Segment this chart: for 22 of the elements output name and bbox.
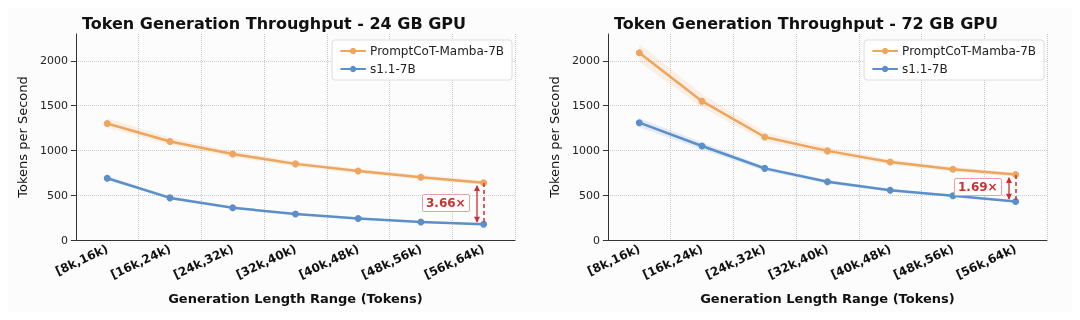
y-tick-label: 0 <box>592 233 600 247</box>
annotation: 1.69× <box>953 178 1002 197</box>
y-tick-label: 500 <box>578 188 600 202</box>
y-tick-label: 2000 <box>39 54 68 68</box>
y-tick-label: 1000 <box>571 143 600 157</box>
chart-title: Token Generation Throughput - 24 GB GPU <box>81 13 467 33</box>
annotation: 3.66× <box>421 193 470 212</box>
legend-label: PromptCoT-Mamba-7B <box>902 44 1037 58</box>
y-tick-label: 1000 <box>39 143 68 157</box>
legend-label: s1.1-7B <box>902 62 948 76</box>
x-axis-title: Generation Length Range (Tokens) <box>700 291 955 306</box>
chart-title: Token Generation Throughput - 72 GB GPU <box>613 13 999 33</box>
y-axis-title: Tokens per Second <box>547 76 562 199</box>
y-tick-label: 2000 <box>571 54 600 68</box>
y-tick-label: 1500 <box>39 99 68 113</box>
y-tick-label: 0 <box>60 233 68 247</box>
y-tick-label: 1500 <box>571 99 600 113</box>
legend-label: PromptCoT-Mamba-7B <box>370 44 505 58</box>
y-tick-label: 500 <box>46 188 68 202</box>
x-axis-title: Generation Length Range (Tokens) <box>168 291 423 306</box>
y-axis-title: Tokens per Second <box>15 76 30 199</box>
legend-label: s1.1-7B <box>370 62 416 76</box>
